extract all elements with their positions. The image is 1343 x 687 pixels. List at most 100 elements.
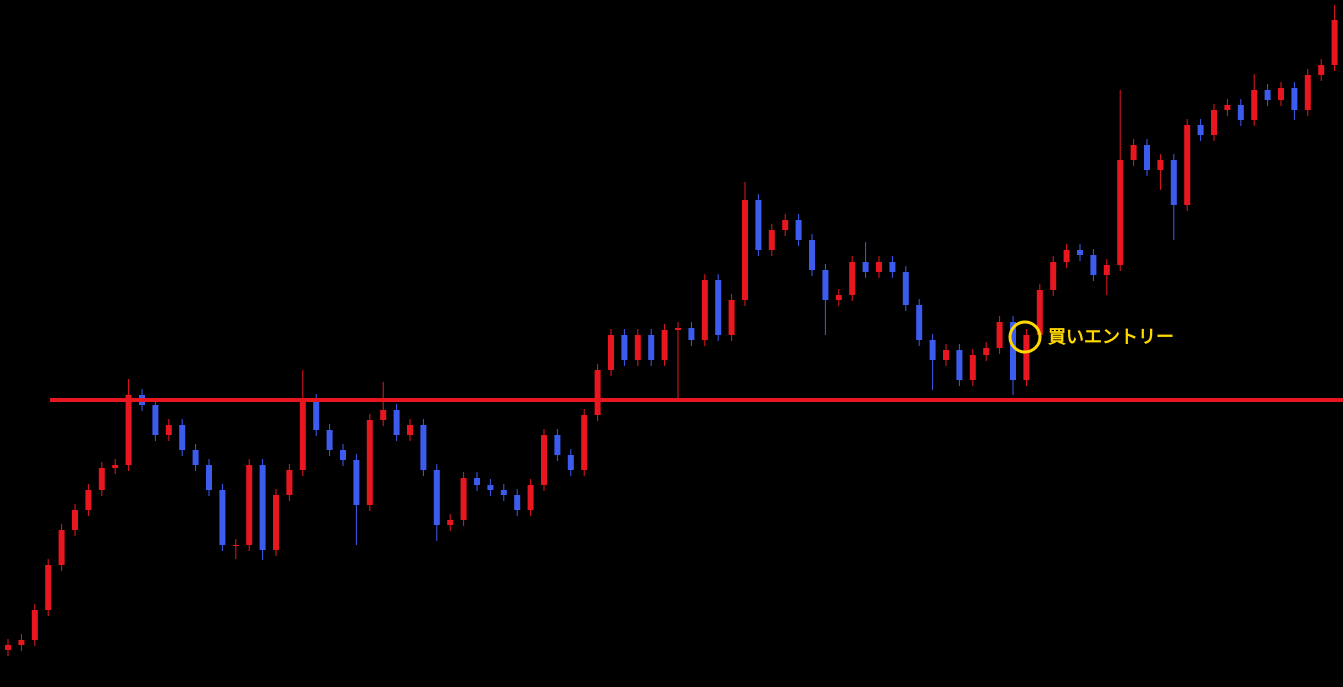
- candle-body: [514, 495, 521, 510]
- candle-body: [1184, 125, 1191, 205]
- candle-body: [835, 295, 842, 300]
- candle-body: [969, 355, 976, 380]
- candle-body: [929, 340, 936, 360]
- candle-body: [608, 335, 614, 370]
- candle-body: [152, 405, 159, 435]
- candle-body: [407, 425, 413, 435]
- candle-body: [474, 478, 480, 485]
- candle-body: [675, 328, 681, 330]
- candle-body: [876, 262, 882, 272]
- candle-body: [943, 350, 949, 360]
- candle-body: [420, 425, 427, 470]
- candle-body: [1304, 75, 1311, 110]
- candle-body: [541, 435, 547, 485]
- candle-body: [326, 430, 333, 450]
- candle-body: [648, 335, 655, 360]
- candle-body: [1291, 88, 1298, 110]
- candle-body: [1170, 160, 1177, 205]
- candle-body: [1237, 105, 1244, 120]
- candle-body: [795, 220, 802, 240]
- candle-body: [956, 350, 963, 380]
- candle-body: [1050, 262, 1057, 290]
- candle-body: [259, 465, 266, 550]
- candle-body: [822, 270, 829, 300]
- candle-body: [768, 230, 775, 250]
- candle-body: [340, 450, 346, 460]
- candle-body: [179, 425, 186, 450]
- candle-body: [849, 262, 856, 295]
- candle-body: [460, 478, 467, 520]
- candle-body: [18, 640, 25, 645]
- candle-body: [299, 400, 306, 470]
- candle-body: [1130, 145, 1137, 160]
- candle-body: [1157, 160, 1164, 170]
- candle-body: [219, 490, 226, 545]
- candle-body: [393, 410, 400, 435]
- candle-body: [996, 322, 1003, 348]
- candle-body: [1144, 145, 1150, 170]
- candle-body: [809, 240, 815, 270]
- candle-body: [165, 425, 172, 435]
- annotation: 買いエントリー: [1048, 327, 1174, 348]
- candle-body: [1103, 265, 1110, 275]
- candle-body: [1264, 90, 1271, 100]
- candle-body: [1197, 125, 1204, 135]
- candle-body: [554, 435, 561, 455]
- candle-body: [85, 490, 92, 510]
- candle-body: [715, 280, 722, 335]
- candle-body: [433, 470, 440, 525]
- candle-body: [246, 465, 253, 545]
- candle-body: [1036, 290, 1043, 335]
- candle-body: [72, 510, 78, 530]
- candle-body: [286, 470, 293, 495]
- candle-body: [31, 610, 38, 640]
- candle-body: [634, 335, 641, 360]
- candle-body: [1090, 255, 1097, 275]
- candle-body: [1278, 88, 1284, 100]
- candle-body: [447, 520, 454, 525]
- candle-body: [98, 468, 105, 490]
- candle-body: [232, 545, 239, 546]
- candle-body: [1023, 335, 1030, 380]
- entry-marker: [1008, 320, 1042, 354]
- candle-body: [742, 200, 748, 300]
- candle-body: [1063, 250, 1070, 262]
- candle-body: [862, 262, 869, 272]
- plot-area: [5, 5, 1343, 656]
- candle-body: [380, 410, 387, 420]
- candle-body: [1224, 105, 1231, 110]
- candle-body: [500, 490, 507, 495]
- candle-body: [755, 200, 762, 250]
- candle-body: [313, 400, 320, 430]
- candle-body: [1318, 65, 1325, 75]
- candle-body: [125, 395, 132, 465]
- candle-body: [782, 220, 789, 230]
- candle-body: [728, 300, 735, 335]
- candle-body: [1211, 110, 1217, 135]
- candle-body: [902, 272, 909, 305]
- candle-body: [206, 465, 212, 490]
- candle-body: [567, 455, 574, 470]
- candle-body: [688, 328, 695, 340]
- candle-body: [621, 335, 628, 360]
- candle-body: [916, 305, 923, 340]
- candle-body: [1251, 90, 1258, 120]
- candle-body: [661, 330, 668, 360]
- candle-body: [487, 485, 494, 490]
- candle-body: [594, 370, 601, 415]
- candle-body: [45, 565, 52, 610]
- candle-body: [581, 415, 588, 470]
- candle-body: [701, 280, 708, 340]
- candle-body: [1010, 322, 1016, 380]
- candle-body: [112, 465, 119, 468]
- candle-body: [1117, 160, 1124, 265]
- candle-body: [1077, 250, 1083, 255]
- candle-body: [1331, 20, 1338, 65]
- candle-body: [527, 485, 534, 510]
- candle-body: [983, 348, 990, 355]
- candle-body: [58, 530, 65, 565]
- candle-body: [192, 450, 199, 465]
- candle-body: [353, 460, 360, 505]
